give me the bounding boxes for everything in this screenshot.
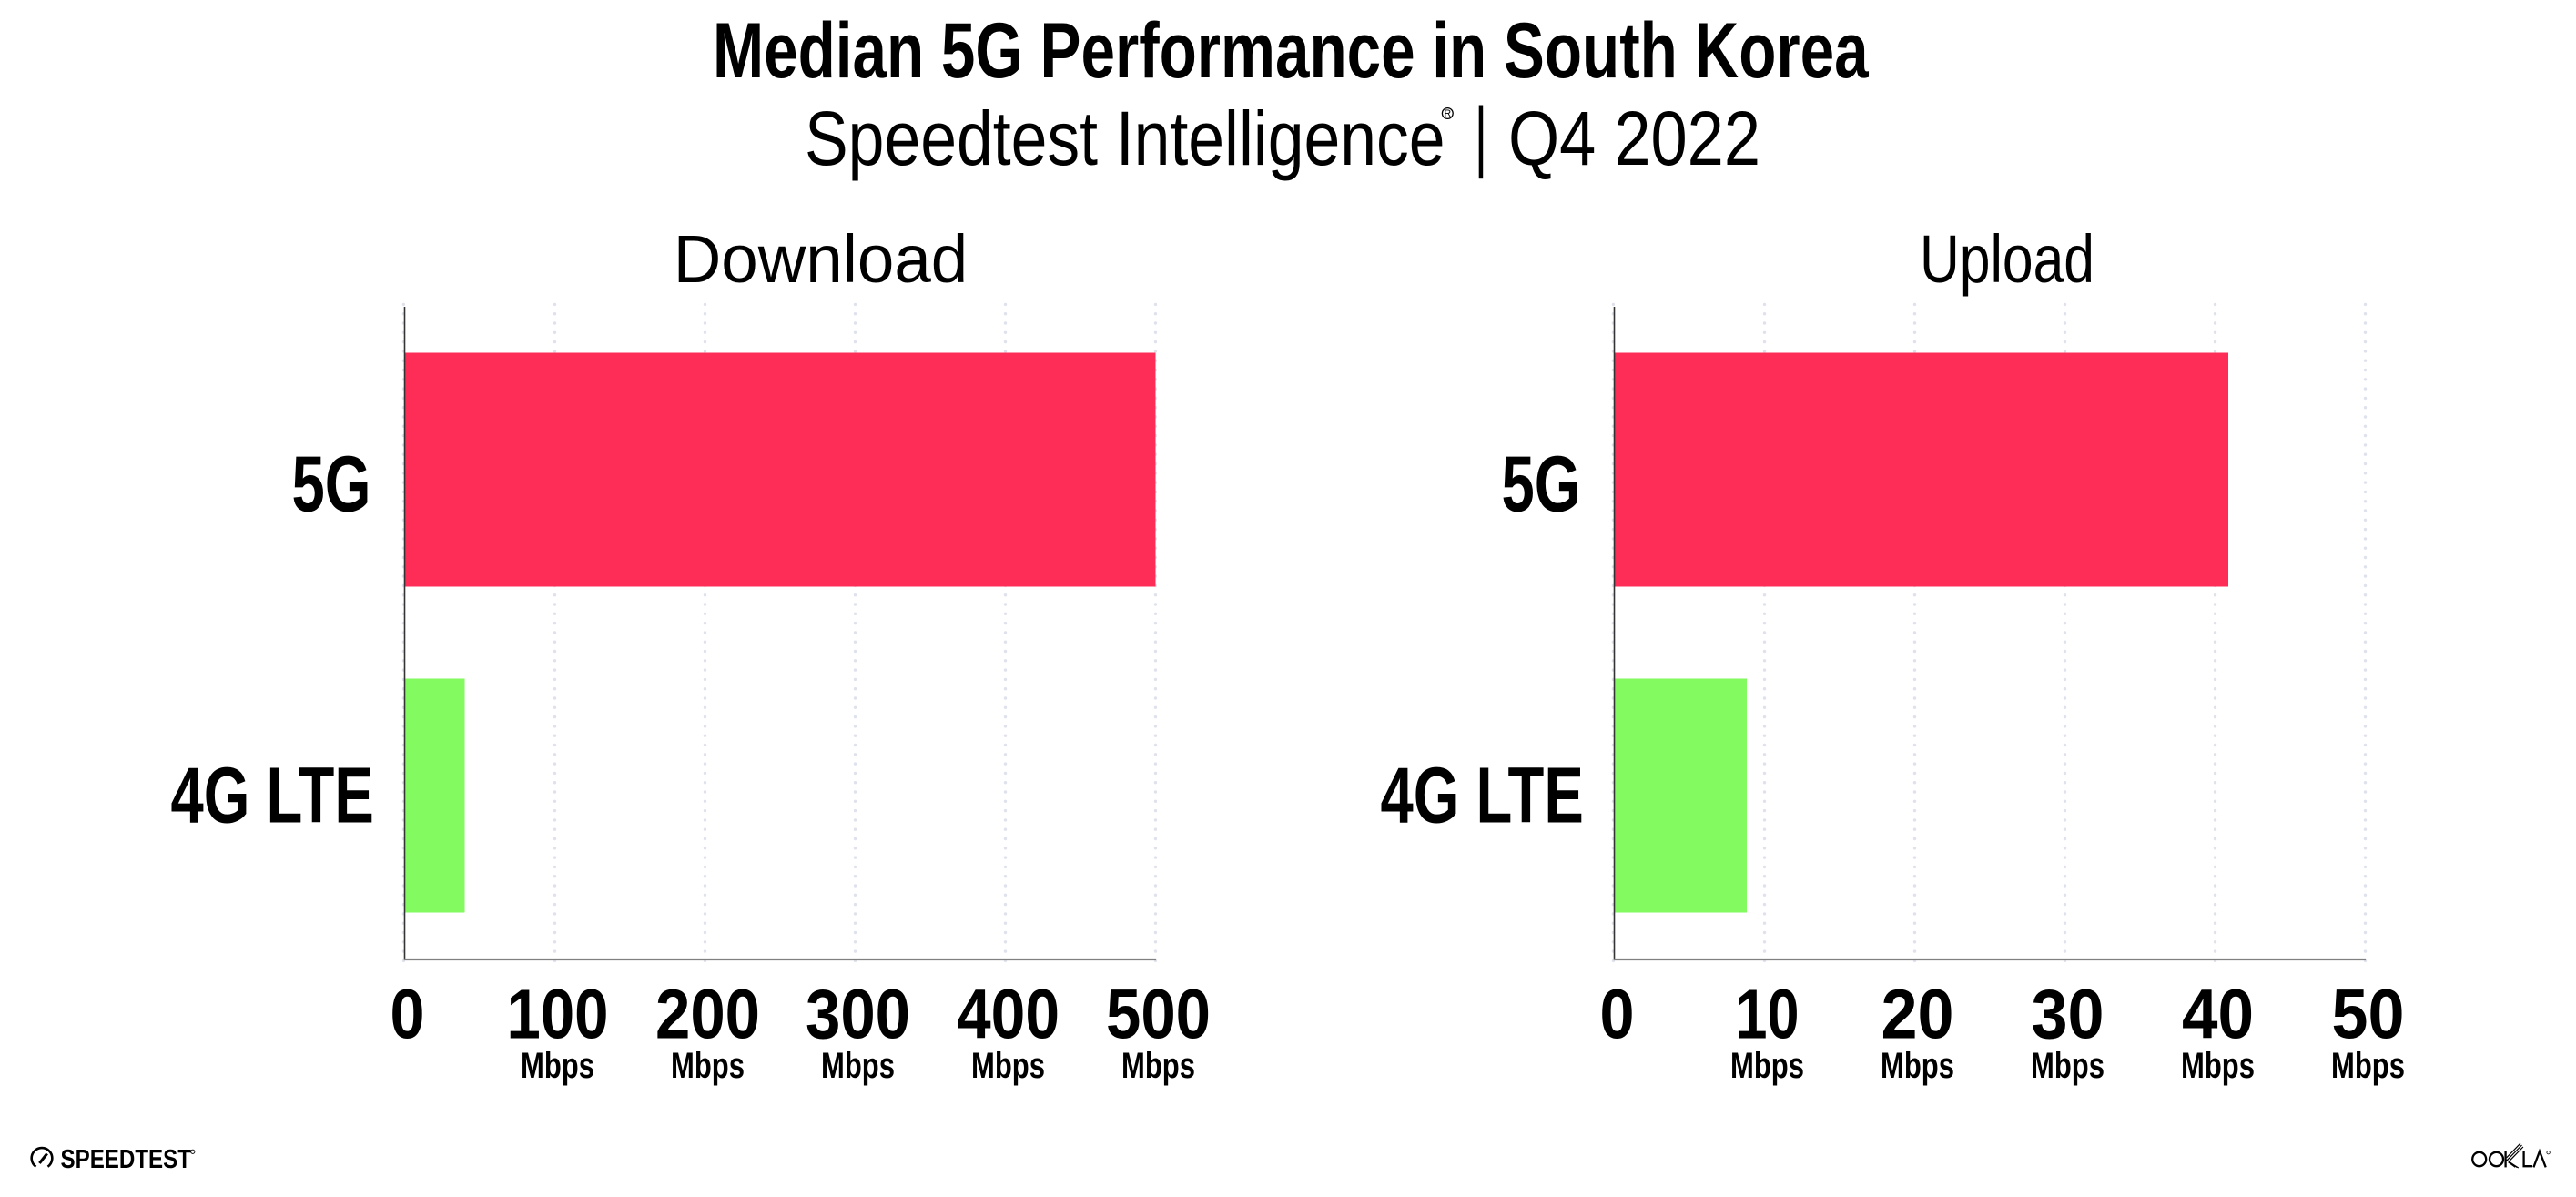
svg-text:5G: 5G (1502, 441, 1581, 529)
svg-text:100: 100 (507, 977, 609, 1054)
svg-text:Q4 2022: Q4 2022 (1508, 95, 1760, 181)
svg-text:Mbps: Mbps (2031, 1046, 2104, 1086)
svg-text:SPEEDTEST: SPEEDTEST (61, 1145, 192, 1174)
svg-text:4G LTE: 4G LTE (171, 752, 374, 840)
svg-text:Mbps: Mbps (1881, 1046, 1954, 1086)
svg-text:Mbps: Mbps (1730, 1046, 1804, 1086)
svg-text:Mbps: Mbps (2181, 1046, 2255, 1086)
svg-text:10: 10 (1736, 977, 1800, 1054)
svg-text:0: 0 (390, 977, 425, 1054)
svg-text:40: 40 (2182, 977, 2254, 1054)
svg-text:50: 50 (2332, 977, 2405, 1054)
svg-text:4G LTE: 4G LTE (1381, 752, 1584, 840)
svg-text:Mbps: Mbps (821, 1046, 895, 1086)
svg-text:200: 200 (655, 977, 760, 1054)
svg-text:Mbps: Mbps (671, 1046, 745, 1086)
svg-text:Download: Download (674, 221, 969, 297)
svg-text:300: 300 (806, 977, 910, 1054)
svg-text:0: 0 (1600, 977, 1635, 1054)
svg-text:Upload: Upload (1920, 221, 2094, 297)
svg-text:20: 20 (1881, 977, 1954, 1054)
svg-text:Mbps: Mbps (2331, 1046, 2405, 1086)
svg-text:30: 30 (2032, 977, 2104, 1054)
svg-text:Mbps: Mbps (521, 1046, 594, 1086)
svg-text:5G: 5G (292, 441, 371, 529)
svg-text:500: 500 (1106, 977, 1211, 1054)
svg-text:R: R (1444, 108, 1451, 119)
svg-text:400: 400 (957, 977, 1060, 1054)
svg-text:Mbps: Mbps (971, 1046, 1045, 1086)
svg-text:Median 5G Performance in South: Median 5G Performance in South Korea (713, 7, 1870, 95)
svg-text:Speedtest Intelligence: Speedtest Intelligence (805, 95, 1445, 181)
svg-text:Mbps: Mbps (1121, 1046, 1195, 1086)
